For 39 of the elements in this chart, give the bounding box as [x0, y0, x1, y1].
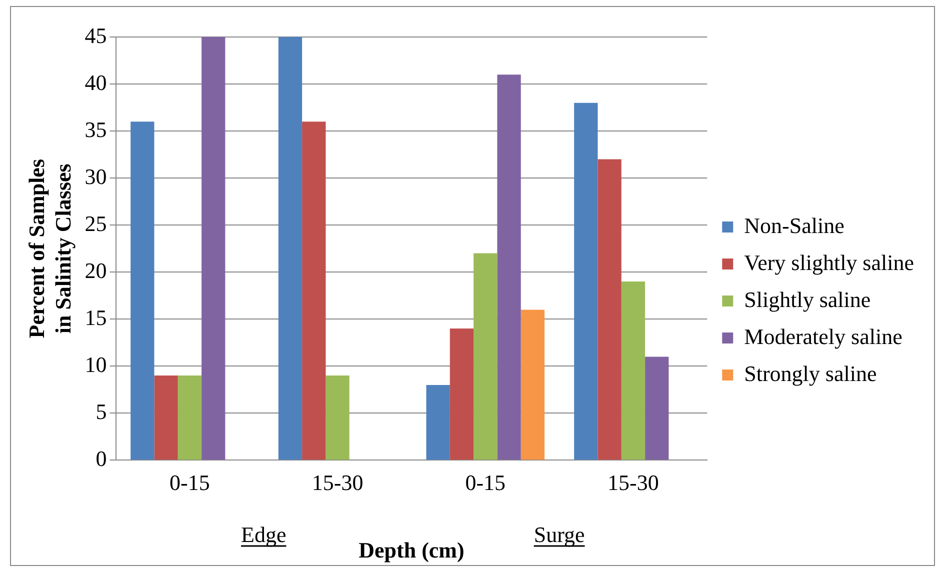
- y-axis-title: Percent of Samples in Salinity Classes: [24, 158, 76, 338]
- bar: [326, 376, 350, 460]
- x-axis-title: Depth (cm): [358, 537, 464, 562]
- bar: [497, 74, 521, 460]
- bar: [450, 328, 474, 460]
- y-tick-label: 5: [96, 398, 107, 424]
- legend-label: Non-Saline: [744, 212, 844, 238]
- x-tick-label: 15-30: [312, 470, 364, 496]
- bar: [130, 122, 154, 460]
- x-tick-label: 0-15: [170, 470, 210, 496]
- bar: [426, 384, 450, 460]
- y-tick-label: 25: [84, 210, 107, 236]
- bar: [474, 253, 498, 460]
- bar: [574, 102, 598, 460]
- bar: [520, 310, 545, 460]
- y-tick-label: 20: [84, 258, 107, 283]
- legend-label: Very slightly saline: [744, 250, 914, 275]
- x-tick-label: 15-30: [608, 470, 659, 496]
- y-tick-label: 45: [84, 22, 107, 48]
- bar: [178, 376, 202, 460]
- legend-label: Moderately saline: [744, 324, 902, 349]
- bar: [598, 159, 622, 460]
- bar: [621, 282, 646, 460]
- legend-label: Slightly saline: [744, 286, 871, 312]
- legend-label: Strongly saline: [744, 360, 877, 386]
- y-tick-label: 35: [84, 116, 107, 142]
- bar: [278, 37, 302, 460]
- bar: [302, 122, 326, 460]
- text: Edge: [241, 522, 286, 548]
- x-tick-label: 0-15: [465, 470, 506, 496]
- y-tick-label: 0: [96, 446, 107, 471]
- y-tick-label: 30: [84, 164, 107, 189]
- bar: [202, 37, 226, 460]
- text: Surge: [534, 522, 585, 548]
- y-tick-label: 40: [84, 70, 107, 95]
- y-tick-label: 10: [84, 352, 107, 377]
- bar: [645, 356, 669, 460]
- y-tick-label: 15: [84, 304, 107, 330]
- bar: [154, 376, 178, 460]
